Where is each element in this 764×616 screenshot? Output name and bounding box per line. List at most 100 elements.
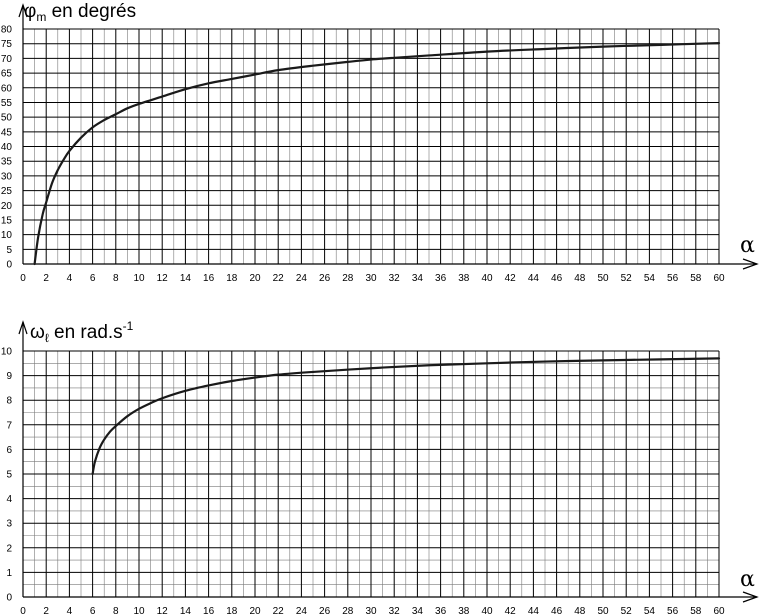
x-tick-label: 28 xyxy=(342,273,354,284)
x-tick-label: 24 xyxy=(296,273,308,284)
y-tick-label: 2 xyxy=(6,543,12,554)
x-tick-label: 50 xyxy=(597,606,609,616)
y-tick-label: 50 xyxy=(1,113,13,124)
x-tick-label: 26 xyxy=(319,606,331,616)
x-tick-label: 16 xyxy=(203,606,215,616)
x-tick-label: 54 xyxy=(644,606,656,616)
x-tick-label: 38 xyxy=(458,273,470,284)
x-tick-label: 40 xyxy=(481,273,493,284)
y-tick-label: 10 xyxy=(1,347,13,358)
y-tick-label: 10 xyxy=(1,230,13,241)
x-tick-label: 58 xyxy=(690,606,702,616)
x-tick-label: 56 xyxy=(667,606,679,616)
x-tick-label: 46 xyxy=(551,273,563,284)
chart-2-major-grid xyxy=(22,350,720,598)
y-tick-label: 60 xyxy=(1,83,13,94)
x-tick-label: 8 xyxy=(113,273,119,284)
x-tick-label: 22 xyxy=(273,273,285,284)
x-tick-label: 18 xyxy=(226,606,238,616)
x-tick-label: 32 xyxy=(389,606,401,616)
y-tick-label: 40 xyxy=(1,142,13,153)
x-tick-label: 48 xyxy=(574,273,586,284)
y-tick-label: 5 xyxy=(6,470,12,481)
chart-1-series xyxy=(33,42,721,266)
x-tick-label: 6 xyxy=(90,273,96,284)
x-tick-label: 14 xyxy=(180,273,192,284)
x-tick-label: 52 xyxy=(621,606,633,616)
x-tick-label: 20 xyxy=(249,273,261,284)
x-tick-label: 8 xyxy=(113,606,119,616)
y-tick-label: 75 xyxy=(1,39,13,50)
y-tick-label: 7 xyxy=(6,420,12,431)
y-tick-label: 5 xyxy=(6,245,12,256)
x-tick-label: 46 xyxy=(551,606,563,616)
y-tick-label: 3 xyxy=(6,519,12,530)
x-axis-arrow-icon xyxy=(742,258,759,270)
y-tick-label: 4 xyxy=(6,494,12,505)
x-tick-label: 6 xyxy=(90,606,96,616)
y-tick-label: 70 xyxy=(1,54,13,65)
x-tick-label: 52 xyxy=(621,273,633,284)
x-tick-label: 24 xyxy=(296,606,308,616)
x-tick-label: 0 xyxy=(20,606,26,616)
x-tick-label: 56 xyxy=(667,273,679,284)
x-tick-label: 18 xyxy=(226,273,238,284)
y-tick-label: 65 xyxy=(1,69,13,80)
x-tick-label: 50 xyxy=(597,273,609,284)
y-axis-arrow-icon xyxy=(18,3,28,18)
x-tick-label: 2 xyxy=(43,273,49,284)
x-tick-label: 60 xyxy=(713,606,725,616)
x-tick-label: 28 xyxy=(342,606,354,616)
x-tick-label: 58 xyxy=(690,273,702,284)
x-tick-label: 60 xyxy=(713,273,725,284)
chart-1-y-tick-labels: 0 5 10 15 20 25 30 35 40 45 50 55 60 65 70 75 80 xyxy=(1,25,13,271)
x-tick-label: 2 xyxy=(43,606,49,616)
chart-1-x-axis-label: α xyxy=(740,233,755,258)
x-tick-label: 42 xyxy=(505,273,517,284)
x-tick-label: 0 xyxy=(20,273,26,284)
x-tick-label: 42 xyxy=(505,606,517,616)
x-tick-label: 16 xyxy=(203,273,215,284)
x-tick-label: 10 xyxy=(133,273,145,284)
x-tick-label: 36 xyxy=(435,606,447,616)
chart-1-axes xyxy=(18,3,759,270)
x-tick-label: 32 xyxy=(389,273,401,284)
y-tick-label: 1 xyxy=(6,568,12,579)
x-tick-label: 38 xyxy=(458,606,470,616)
series-line xyxy=(33,42,721,266)
x-tick-label: 4 xyxy=(67,606,73,616)
x-tick-label: 40 xyxy=(481,606,493,616)
chart-2-title: ωℓ en rad.s-1 xyxy=(30,319,134,345)
y-tick-label: 80 xyxy=(1,25,13,36)
y-tick-label: 45 xyxy=(1,127,13,138)
x-tick-label: 54 xyxy=(644,273,656,284)
y-axis-arrow-icon xyxy=(18,320,28,335)
y-tick-label: 9 xyxy=(6,371,12,382)
chart-2-x-axis-label: α xyxy=(740,567,755,592)
chart-2-series xyxy=(91,357,721,476)
x-tick-label: 36 xyxy=(435,273,447,284)
y-tick-label: 8 xyxy=(6,396,12,407)
y-tick-label: 35 xyxy=(1,157,13,168)
x-axis-arrow-icon xyxy=(742,591,759,603)
x-tick-label: 26 xyxy=(319,273,331,284)
x-tick-label: 48 xyxy=(574,606,586,616)
x-tick-label: 30 xyxy=(365,606,377,616)
y-tick-label: 0 xyxy=(6,260,12,271)
y-tick-label: 25 xyxy=(1,186,13,197)
x-tick-label: 34 xyxy=(412,606,424,616)
x-tick-label: 44 xyxy=(528,606,540,616)
y-tick-label: 55 xyxy=(1,98,13,109)
x-tick-label: 12 xyxy=(157,273,169,284)
x-tick-label: 34 xyxy=(412,273,424,284)
chart-2-axes xyxy=(18,320,759,603)
x-tick-label: 4 xyxy=(67,273,73,284)
x-tick-label: 22 xyxy=(273,606,285,616)
y-tick-label: 0 xyxy=(6,593,12,604)
x-tick-label: 20 xyxy=(249,606,261,616)
x-tick-label: 10 xyxy=(133,606,145,616)
y-tick-label: 20 xyxy=(1,201,13,212)
x-tick-label: 12 xyxy=(157,606,169,616)
